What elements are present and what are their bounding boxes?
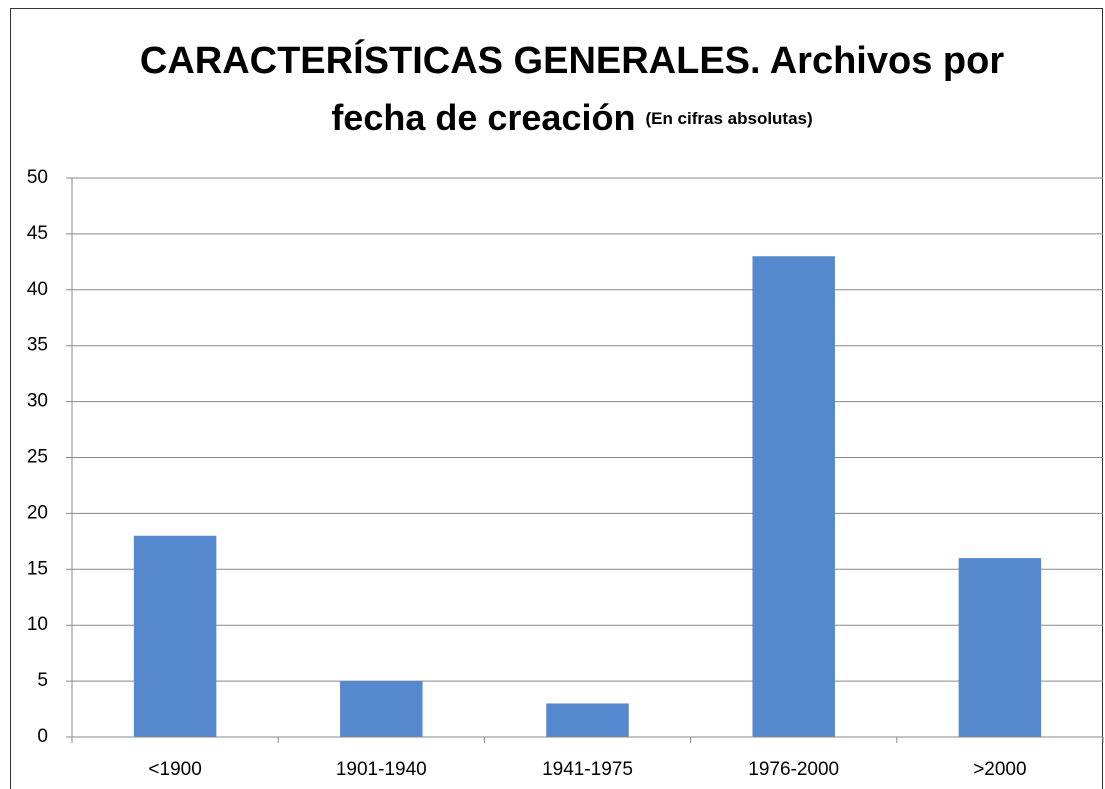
bar [340,681,423,737]
y-tick-label: 15 [27,558,48,579]
y-tick-label: 45 [27,223,48,244]
bar [133,535,217,737]
y-tick-label: 25 [27,447,48,468]
y-tick-label: 50 [27,167,48,188]
chart-title: CARACTERÍSTICAS GENERALES. Archivos por [140,38,1004,82]
x-tick-label: <1900 [148,759,201,780]
y-tick-label: 20 [27,502,48,523]
y-tick-label: 0 [37,726,48,747]
chart-title-line2-text: fecha de creación [331,97,635,138]
x-tick-label: >2000 [973,759,1026,780]
y-tick-label: 30 [27,391,48,412]
x-tick-label: 1901-1940 [336,759,427,780]
chart-subtitle: (En cifras absolutas) [645,109,812,128]
y-tick-label: 10 [27,614,48,635]
x-tick-label: 1941-1975 [542,759,633,780]
bar [958,558,1042,737]
x-tick-label: 1976-2000 [748,759,839,780]
y-tick-label: 5 [37,670,48,691]
bar [546,703,629,737]
y-tick-label: 35 [27,335,48,356]
bar [752,256,835,737]
chart-title-line2: fecha de creación (En cifras absolutas) [331,97,812,138]
y-tick-label: 40 [27,279,48,300]
